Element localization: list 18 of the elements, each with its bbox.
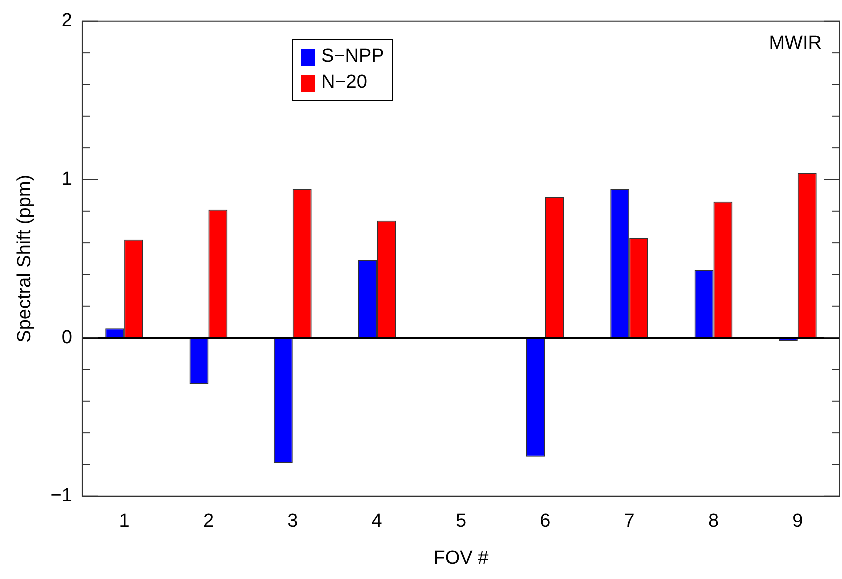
legend-label: N−20 bbox=[321, 72, 368, 94]
x-tick-label: 5 bbox=[456, 511, 467, 532]
x-axis-title: FOV # bbox=[434, 548, 490, 569]
annotation: MWIR bbox=[769, 33, 822, 56]
x-tick-label: 6 bbox=[540, 511, 551, 532]
x-tick-label: 1 bbox=[119, 511, 130, 532]
legend-label: S−NPP bbox=[321, 46, 384, 68]
x-tick-label: 7 bbox=[624, 511, 635, 532]
y-tick-label: 0 bbox=[62, 327, 72, 348]
x-tick-label: 9 bbox=[792, 511, 804, 532]
x-tick-label: 8 bbox=[708, 511, 720, 532]
y-tick-label: −1 bbox=[50, 486, 72, 507]
x-tick-label: 4 bbox=[372, 511, 383, 532]
y-tick-label: 1 bbox=[62, 168, 72, 190]
y-axis-title: Spectral Shift (ppm) bbox=[14, 174, 36, 343]
y-tick-label: 2 bbox=[62, 10, 72, 32]
x-tick-label: 3 bbox=[288, 511, 298, 532]
x-tick-label: 2 bbox=[203, 511, 214, 532]
